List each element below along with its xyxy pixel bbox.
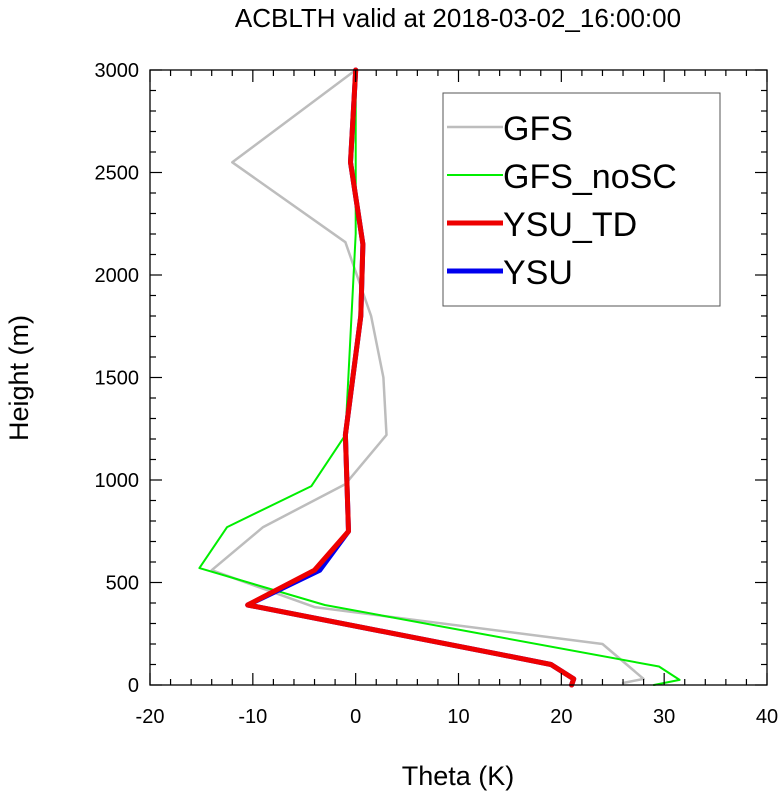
y-tick-label: 2500 <box>95 163 140 185</box>
x-tick-label: -10 <box>238 706 267 728</box>
y-tick-label: 2000 <box>95 265 140 287</box>
legend-label: YSU <box>503 254 573 292</box>
chart-title: ACBLTH valid at 2018-03-02_16:00:00 <box>235 3 681 33</box>
x-tick-label: 30 <box>653 706 675 728</box>
x-tick-label: 40 <box>756 706 778 728</box>
legend-label: GFS <box>503 110 573 148</box>
x-axis-title: Theta (K) <box>402 761 515 791</box>
series-line-gfs-nosc <box>198 69 681 686</box>
x-tick-label: 20 <box>550 706 572 728</box>
x-tick-label: 10 <box>447 706 469 728</box>
tick-labels-layer: -20 -10 0 10 20 30 40 0 500 1000 1500 2000 2500 3000 <box>95 60 779 728</box>
y-tick-label: 1500 <box>95 368 140 390</box>
x-tick-label: 0 <box>350 706 361 728</box>
legend: GFS GFS_noSC YSU_TD YSU <box>442 92 721 307</box>
y-tick-label: 500 <box>106 573 139 595</box>
legend-label: YSU_TD <box>503 206 637 244</box>
series-layer <box>198 67 681 688</box>
legend-items: GFS GFS_noSC YSU_TD YSU <box>447 110 677 292</box>
y-tick-label: 1000 <box>95 470 140 492</box>
y-tick-label: 0 <box>128 675 139 697</box>
legend-box <box>442 92 721 307</box>
y-tick-label: 3000 <box>95 60 140 82</box>
x-tick-label: -20 <box>136 706 165 728</box>
plot-frame <box>149 69 768 686</box>
legend-label: GFS_noSC <box>503 158 677 196</box>
y-axis-title: Height (m) <box>4 315 34 441</box>
series-line-ysu-td <box>245 67 577 688</box>
